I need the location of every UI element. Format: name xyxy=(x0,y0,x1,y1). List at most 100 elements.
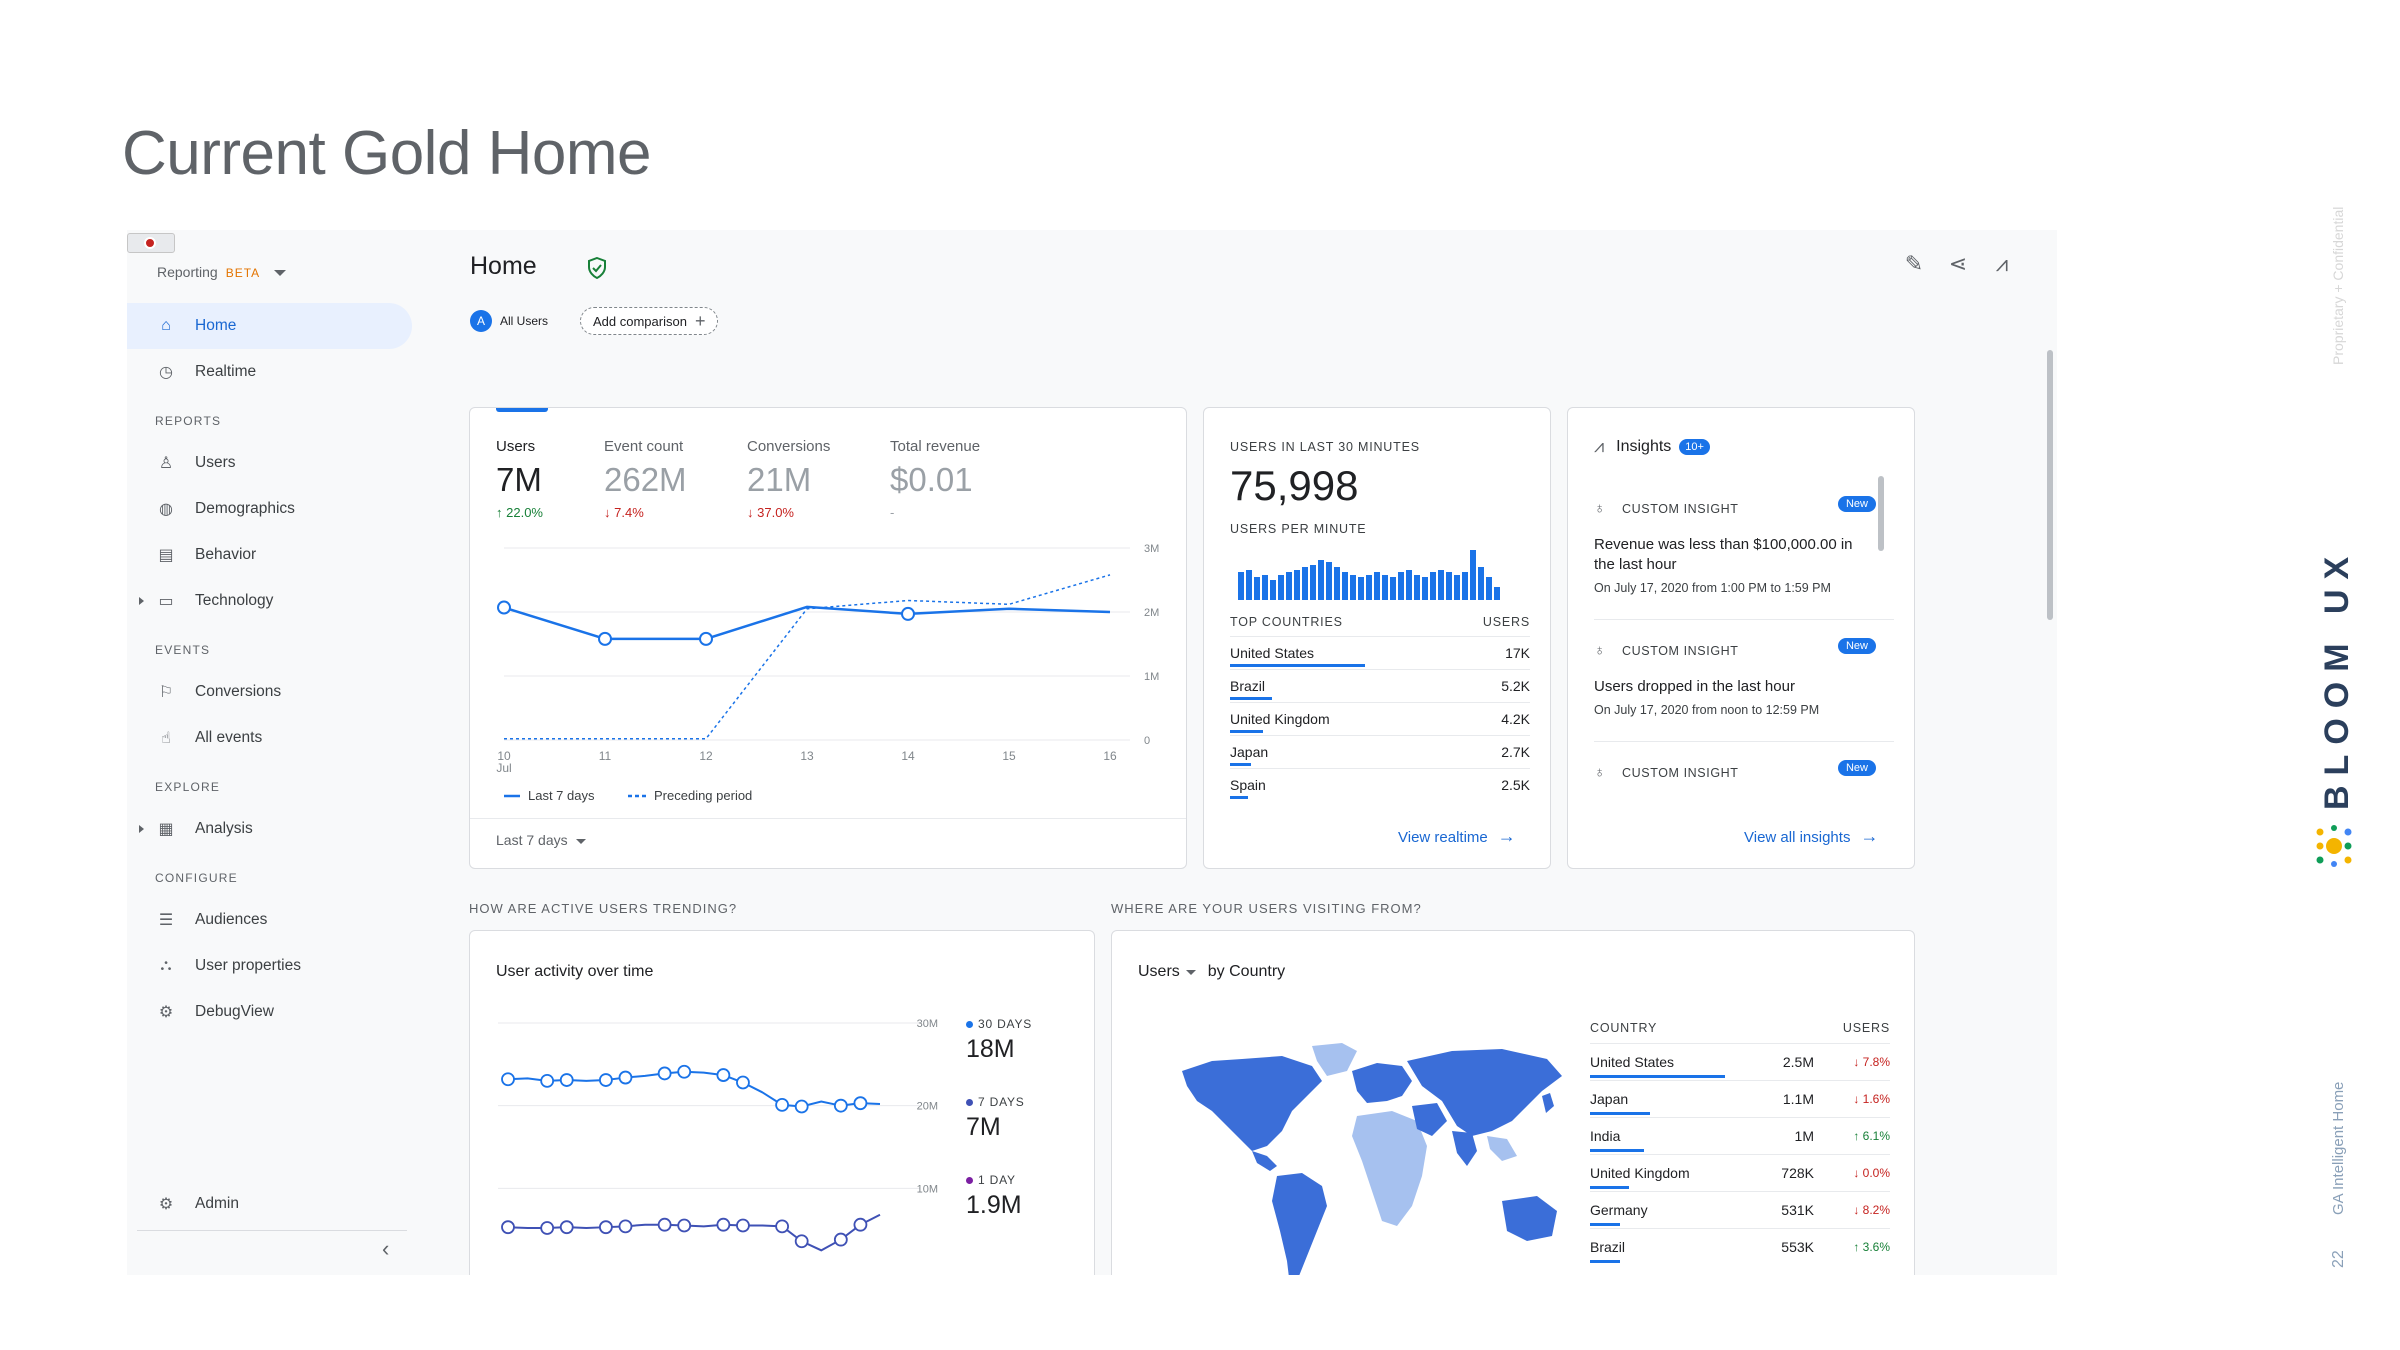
country-row[interactable]: Spain 2.5K xyxy=(1230,768,1530,801)
column-header: USERS xyxy=(1842,1021,1890,1035)
touch-icon: ☝ xyxy=(161,730,171,747)
country-name: India xyxy=(1590,1128,1621,1144)
nav-item-user-properties[interactable]: ⛬ User properties xyxy=(127,943,412,989)
country-row[interactable]: United States 2.5M ↓ 7.8% xyxy=(1590,1043,1890,1080)
metric-tab-event-count[interactable]: Event count 262M ↓ 7.4% xyxy=(604,438,687,520)
metric-tab-total-revenue[interactable]: Total revenue $0.01 - xyxy=(890,438,980,520)
expand-arrow-icon[interactable] xyxy=(139,597,144,605)
verified-shield-icon xyxy=(588,257,606,279)
country-row[interactable]: Brazil 5.2K xyxy=(1230,669,1530,702)
nav-item-users[interactable]: ♙ Users xyxy=(127,440,412,486)
collapse-nav-chevron-icon[interactable]: ‹ xyxy=(382,1236,390,1261)
country-row[interactable]: United Kingdom 4.2K xyxy=(1230,702,1530,735)
column-header: TOP COUNTRIES xyxy=(1230,615,1343,629)
nav-item-all-events[interactable]: ☝ All events xyxy=(127,715,412,761)
beta-label: BETA xyxy=(225,266,261,280)
activity-point xyxy=(794,1234,809,1249)
brand-logo-icon xyxy=(2316,825,2352,867)
activity-point xyxy=(657,1066,672,1081)
legend-7-days: 7 DAYS 7M xyxy=(966,1095,1025,1142)
insight-caption: CUSTOM INSIGHT xyxy=(1622,765,1739,780)
view-realtime-link[interactable]: View realtime → xyxy=(1398,826,1516,847)
minute-bar xyxy=(1462,572,1468,600)
insight-item[interactable]: ♁ CUSTOM INSIGHT New Users dropped in the… xyxy=(1594,638,1876,717)
insight-item[interactable]: ♁ CUSTOM INSIGHT New Revenue was less tha… xyxy=(1594,496,1876,595)
activity-point xyxy=(794,1099,809,1114)
nav-item-behavior[interactable]: ▤ Behavior xyxy=(127,532,412,578)
share-bar xyxy=(1590,1260,1620,1263)
devices-icon: ▭ xyxy=(158,593,174,610)
country-change: ↓ 1.6% xyxy=(1853,1092,1890,1106)
brand-wordmark: BLOOM UX xyxy=(2318,546,2356,810)
activity-point xyxy=(540,1221,555,1235)
card-title: User activity over time xyxy=(496,963,654,980)
x-tick-label: 13 xyxy=(800,749,814,763)
minute-bar xyxy=(1390,577,1396,600)
nav-item-conversions[interactable]: ⚐ Conversions xyxy=(127,669,412,715)
activity-point xyxy=(501,1072,515,1087)
country-row[interactable]: Germany 531K ↓ 8.2% xyxy=(1590,1191,1890,1228)
country-row[interactable]: India 1M ↑ 6.1% xyxy=(1590,1117,1890,1154)
share-bar xyxy=(1230,664,1365,667)
activity-point xyxy=(716,1068,731,1082)
nav-item-home[interactable]: ⌂ Home xyxy=(127,303,412,349)
share-icon[interactable]: ⋖ xyxy=(1948,251,1968,276)
map-south-america xyxy=(1272,1173,1327,1275)
minute-bar xyxy=(1398,572,1404,600)
country-row[interactable]: Japan 1.1M ↓ 1.6% xyxy=(1590,1080,1890,1117)
share-bar xyxy=(1590,1149,1644,1152)
country-name: United States xyxy=(1230,645,1315,661)
metric-tab-conversions[interactable]: Conversions 21M ↓ 37.0% xyxy=(747,438,830,520)
link-label: View all insights xyxy=(1744,829,1851,846)
minute-bar xyxy=(1406,570,1412,600)
product-switcher[interactable]: Reporting BETA xyxy=(157,264,287,280)
nav-item-debugview[interactable]: ⚙ DebugView xyxy=(127,989,412,1035)
country-table: COUNTRY USERS United States 2.5M ↓ 7.8% Jap… xyxy=(1590,1013,1890,1265)
minute-bar xyxy=(1270,580,1276,600)
country-row[interactable]: United States 17K xyxy=(1230,636,1530,669)
metric-selector[interactable]: Users xyxy=(1138,963,1180,980)
nav-divider xyxy=(137,1230,407,1231)
chevron-down-icon[interactable] xyxy=(1185,969,1196,975)
minute-bar xyxy=(1342,572,1348,600)
nav-item-realtime[interactable]: ◷ Realtime xyxy=(127,349,412,395)
country-row[interactable]: United Kingdom 728K ↓ 0.0% xyxy=(1590,1154,1890,1191)
lightbulb-icon: ♁ xyxy=(1594,764,1606,781)
minute-bar xyxy=(1486,577,1492,600)
nav-item-technology[interactable]: ▭ Technology xyxy=(127,578,412,624)
edit-report-icon[interactable]: ✎ xyxy=(1904,251,1924,276)
column-header: COUNTRY xyxy=(1590,1021,1658,1035)
insights-scrollbar[interactable] xyxy=(1878,476,1884,551)
country-name: United Kingdom xyxy=(1590,1165,1690,1181)
nav-item-analysis[interactable]: ▦ Analysis xyxy=(127,806,412,852)
country-name: United Kingdom xyxy=(1230,711,1330,727)
bug-icon: ⚙ xyxy=(158,1004,174,1021)
app-logo-icon[interactable] xyxy=(127,233,175,253)
lightbulb-icon: ♁ xyxy=(1594,642,1606,659)
date-range-selector[interactable]: Last 7 days xyxy=(496,832,586,848)
person-icon: ♙ xyxy=(158,455,174,472)
main-scrollbar[interactable] xyxy=(2047,350,2053,620)
insights-trend-icon[interactable]: ⩘ xyxy=(1995,251,2009,276)
nav-item-admin[interactable]: ⚙ Admin xyxy=(127,1181,412,1227)
country-row[interactable]: Brazil 553K ↑ 3.6% xyxy=(1590,1228,1890,1265)
country-row[interactable]: Japan 2.7K xyxy=(1230,735,1530,768)
all-users-chip[interactable]: A All Users xyxy=(470,307,548,335)
nav-section-events: EVENTS xyxy=(155,643,211,657)
nav-item-label: Realtime xyxy=(195,363,257,380)
new-badge: New xyxy=(1837,496,1876,512)
metric-change-value: 22.0% xyxy=(506,505,543,520)
metric-tab-users[interactable]: Users 7M ↑ 22.0% xyxy=(496,438,543,520)
data-point xyxy=(901,606,915,621)
minute-bar xyxy=(1350,575,1356,600)
minute-bar xyxy=(1366,575,1372,600)
nav-item-audiences[interactable]: ☰ Audiences xyxy=(127,897,412,943)
insight-item[interactable]: ♁ CUSTOM INSIGHT New xyxy=(1594,760,1876,781)
metric-label: Users xyxy=(496,438,536,455)
view-all-insights-link[interactable]: View all insights → xyxy=(1744,826,1878,847)
add-comparison-button[interactable]: Add comparison + xyxy=(580,307,719,335)
nav-item-demographics[interactable]: ◍ Demographics xyxy=(127,486,412,532)
map-africa xyxy=(1352,1111,1427,1226)
share-bar xyxy=(1590,1186,1629,1189)
expand-arrow-icon[interactable] xyxy=(139,825,144,833)
